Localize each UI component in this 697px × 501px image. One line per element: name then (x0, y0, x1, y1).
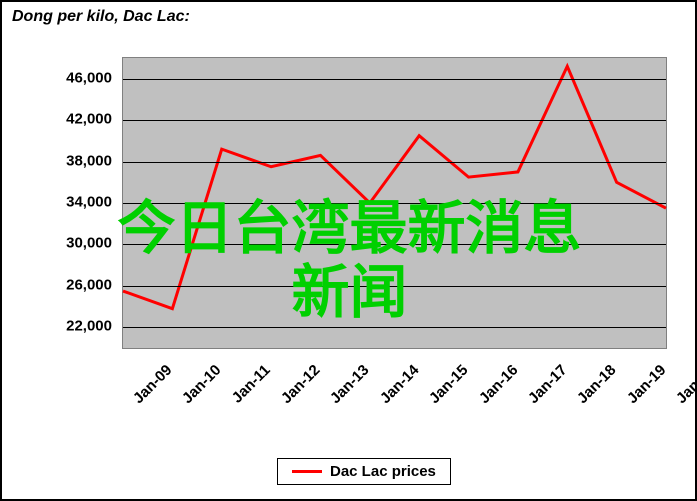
y-tick-label: 46,000 (2, 69, 112, 86)
x-tick-label: Jan-17 (525, 361, 571, 407)
gridline (123, 120, 666, 121)
plot-area (122, 57, 667, 349)
gridline (123, 162, 666, 163)
x-tick-label: Jan-16 (475, 361, 521, 407)
y-tick-label: 26,000 (2, 276, 112, 293)
x-tick-label: Jan-19 (624, 361, 670, 407)
x-tick-label: Jan-09 (130, 361, 176, 407)
y-tick-label: 34,000 (2, 194, 112, 211)
chart-title: Dong per kilo, Dac Lac: (12, 8, 190, 26)
y-tick-label: 38,000 (2, 152, 112, 169)
y-tick-label: 22,000 (2, 318, 112, 335)
gridline (123, 327, 666, 328)
x-tick-label: Jan-12 (278, 361, 324, 407)
gridline (123, 244, 666, 245)
x-tick-label: Jan-15 (426, 361, 472, 407)
gridline (123, 286, 666, 287)
legend-label: Dac Lac prices (330, 463, 436, 480)
x-tick-label: Jan-18 (574, 361, 620, 407)
gridline (123, 79, 666, 80)
x-tick-label: Jan-13 (327, 361, 373, 407)
legend-swatch (292, 470, 322, 473)
chart-container: Dong per kilo, Dac Lac: 22,000 26,000 30,0… (0, 0, 697, 501)
x-tick-label: Jan-11 (228, 361, 273, 406)
x-tick-label: Jan-14 (377, 361, 423, 407)
y-tick-label: 42,000 (2, 111, 112, 128)
series-line (123, 66, 666, 308)
y-tick-label: 30,000 (2, 235, 112, 252)
gridline (123, 203, 666, 204)
x-tick-label: Jan-10 (179, 361, 225, 407)
legend: Dac Lac prices (277, 458, 451, 485)
x-tick-label: Jan-20 (673, 361, 697, 407)
